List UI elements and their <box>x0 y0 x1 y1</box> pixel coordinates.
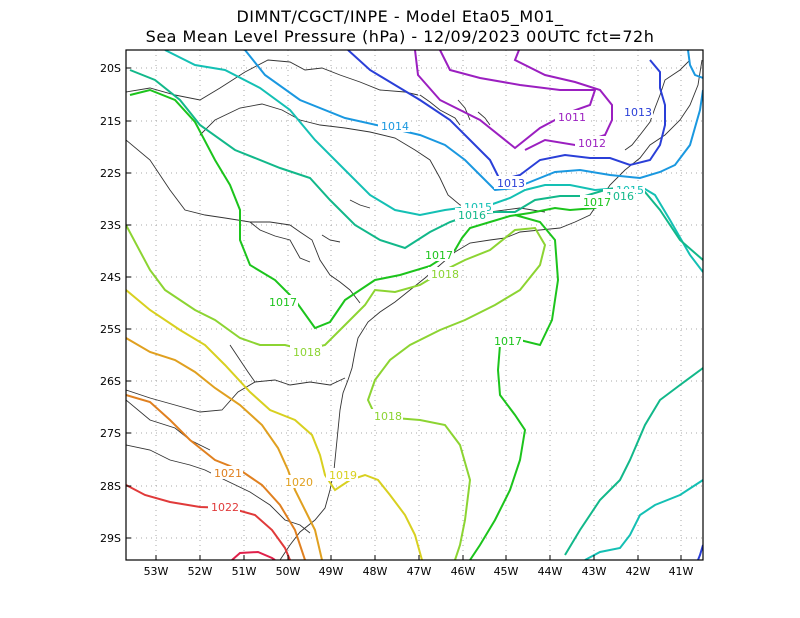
contour-labels: 1011 1012 1013 1013 1014 1015 1015 1016 … <box>208 105 653 514</box>
lon-tick-50w: 50W <box>276 565 301 578</box>
contour-label-1018: 1018 <box>431 268 459 281</box>
contour-label-1018: 1018 <box>293 346 321 359</box>
lat-tick-24s: 24S <box>100 271 121 284</box>
title-line-2: Sea Mean Level Pressure (hPa) - 12/09/20… <box>145 27 655 46</box>
contour-label-1014: 1014 <box>381 120 409 133</box>
lon-tick-labels: 53W 52W 51W 50W 49W 48W 47W 46W 45W 44W … <box>144 565 694 578</box>
lon-tick-47w: 47W <box>407 565 432 578</box>
lon-tick-53w: 53W <box>144 565 169 578</box>
contour-label-1017: 1017 <box>494 335 522 348</box>
lat-tick-21s: 21S <box>100 115 121 128</box>
lat-tick-labels: 20S 21S 22S 23S 24S 25S 26S 27S 28S 29S <box>100 62 121 545</box>
state-border-rs-arg <box>126 399 211 451</box>
contour-label-1018: 1018 <box>374 410 402 423</box>
isobar-1017 <box>129 88 611 330</box>
isobar-1018 <box>126 224 547 560</box>
contour-label-1020: 1020 <box>285 476 313 489</box>
state-border-pr-arg <box>229 344 256 383</box>
isobar-1014 <box>244 50 703 192</box>
isobar-1011 <box>414 50 597 150</box>
lon-tick-45w: 45W <box>494 565 519 578</box>
lat-tick-26s: 26S <box>100 375 121 388</box>
isobar-1017-east <box>469 214 560 560</box>
lon-tick-51w: 51W <box>232 565 257 578</box>
lon-tick-43w: 43W <box>582 565 607 578</box>
contour-label-1016: 1016 <box>606 190 634 203</box>
contour-label-1022: 1022 <box>211 501 239 514</box>
isobar-1022 <box>126 484 291 560</box>
grid <box>126 50 703 560</box>
isobar-1015 <box>164 50 703 273</box>
isobar-1016-south <box>564 367 703 556</box>
lon-tick-52w: 52W <box>188 565 213 578</box>
lon-tick-49w: 49W <box>319 565 344 578</box>
lat-tick-27s: 27S <box>100 427 121 440</box>
isobar-ne-corner <box>687 50 703 79</box>
state-border-mg-go <box>126 59 419 101</box>
tick-marks <box>126 67 682 560</box>
contour-label-1016: 1016 <box>458 209 486 222</box>
isobar-1013 <box>347 50 666 182</box>
isobar-se-edge <box>697 544 703 560</box>
contour-label-1021: 1021 <box>214 467 242 480</box>
state-border-ms-sp <box>126 139 291 226</box>
lon-tick-48w: 48W <box>363 565 388 578</box>
isobars <box>126 50 703 560</box>
isobar-1016-southeast <box>584 479 703 560</box>
state-border-pr-sp <box>289 224 361 304</box>
contour-label-1017: 1017 <box>269 296 297 309</box>
lat-tick-20s: 20S <box>100 62 121 75</box>
lat-tick-22s: 22S <box>100 167 121 180</box>
map-frame <box>125 49 704 561</box>
state-border-pr-north <box>249 221 311 263</box>
lon-tick-44w: 44W <box>538 565 563 578</box>
lon-tick-41w: 41W <box>669 565 694 578</box>
isobar-1021 <box>126 394 306 560</box>
lake-shapes <box>321 94 491 243</box>
lat-tick-23s: 23S <box>100 219 121 232</box>
contour-label-1013: 1013 <box>497 177 525 190</box>
contour-label-1019: 1019 <box>329 469 357 482</box>
isobar-1020 <box>126 337 323 560</box>
state-border-rj-es <box>624 59 691 151</box>
contour-label-1017: 1017 <box>583 196 611 209</box>
contour-label-1017: 1017 <box>425 249 453 262</box>
lat-tick-28s: 28S <box>100 480 121 493</box>
title-line-1: DIMNT/CGCT/INPE - Model Eta05_M01_ <box>236 7 564 26</box>
state-border-pr-sc <box>126 377 346 413</box>
lon-tick-46w: 46W <box>451 565 476 578</box>
lat-tick-29s: 29S <box>100 532 121 545</box>
contour-label-1013: 1013 <box>624 106 652 119</box>
contour-label-1012: 1012 <box>578 137 606 150</box>
isobar-1012 <box>513 50 613 151</box>
isobar-1019 <box>126 289 423 560</box>
contour-label-1011: 1011 <box>558 111 586 124</box>
isobar-1023 <box>231 550 276 560</box>
lon-tick-42w: 42W <box>626 565 651 578</box>
lat-tick-25s: 25S <box>100 323 121 336</box>
